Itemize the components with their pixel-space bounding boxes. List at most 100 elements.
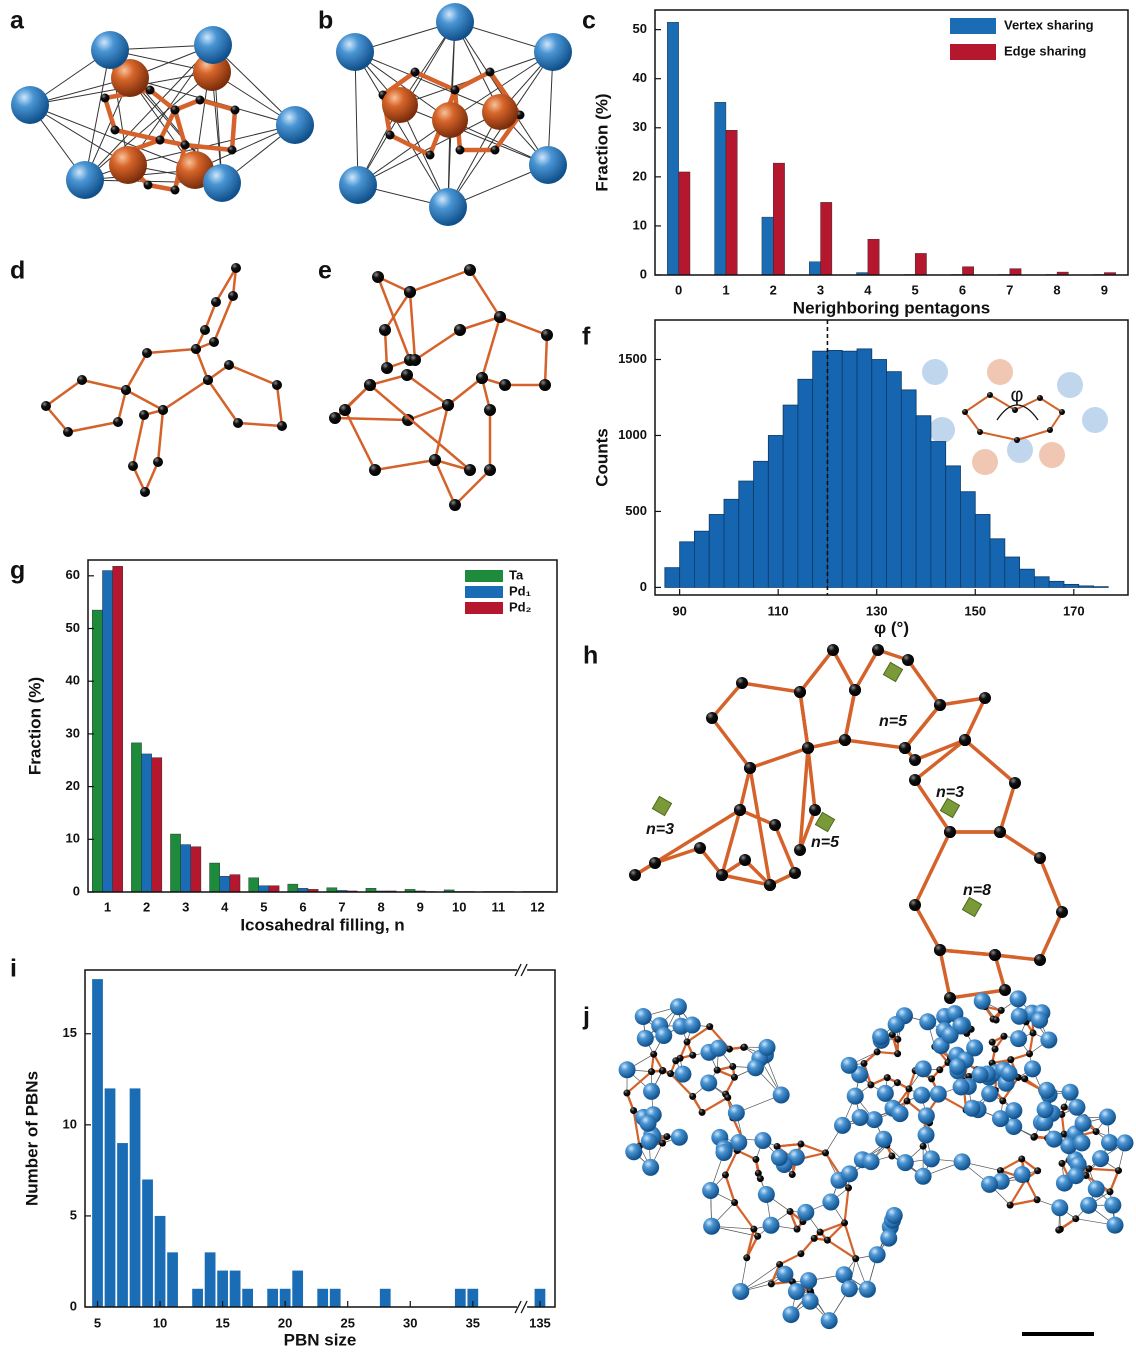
atom-dot [729, 1063, 736, 1070]
atom-dot [999, 984, 1011, 996]
atom-dot [539, 379, 551, 391]
bond [375, 460, 435, 470]
histogram-bar [842, 351, 857, 587]
bond [277, 385, 282, 426]
atom-blue [841, 1280, 858, 1297]
bar [288, 884, 298, 892]
atom-dot [494, 311, 506, 323]
atom-dot [451, 86, 460, 95]
y-tick-label: 20 [633, 168, 647, 183]
atom-dot [404, 286, 416, 298]
atom-blue [1092, 1150, 1109, 1167]
histogram-bar [694, 531, 709, 587]
atom-blue [1062, 1084, 1079, 1101]
bar [170, 834, 180, 892]
bar [105, 1088, 116, 1307]
atom-blue [930, 1086, 947, 1103]
atom-dot [936, 1066, 943, 1073]
atom-blue [643, 1083, 660, 1100]
y-tick-label: 50 [66, 620, 80, 635]
y-tick-label: 15 [63, 1025, 77, 1040]
atom-dot [894, 1079, 901, 1086]
atom-blue [1001, 1065, 1018, 1082]
atom-dot [994, 826, 1006, 838]
atom-dot [934, 944, 946, 956]
histogram-bar [990, 539, 1005, 588]
atom-dot [200, 325, 210, 335]
atom-dot [369, 464, 381, 476]
histogram-bar [724, 499, 739, 587]
bar [667, 22, 678, 275]
inset-atom [922, 359, 948, 385]
atom-dot [379, 324, 391, 336]
atom-blue [637, 1030, 654, 1047]
atom-blue [880, 1230, 897, 1247]
inset-atom [1082, 407, 1108, 433]
bond [115, 130, 160, 140]
atom-dot [739, 854, 751, 866]
bond [105, 98, 115, 130]
atom-blue [797, 1204, 814, 1221]
atom-dot [894, 1050, 901, 1057]
atom-dot [1030, 1134, 1037, 1141]
bar [230, 1271, 241, 1307]
atom-dot [1034, 954, 1046, 966]
annotation: n=5 [811, 834, 840, 851]
legend-label: Pd₂ [509, 599, 532, 614]
atom-blue [276, 106, 314, 144]
atom-dot [1009, 777, 1021, 789]
atom-blue [918, 1107, 935, 1124]
atom-blue [892, 1105, 909, 1122]
atom-dot [989, 949, 1001, 961]
atom-dot [171, 106, 180, 115]
atom-dot [899, 742, 911, 754]
panel-label: f [582, 323, 591, 351]
bar [380, 1289, 391, 1307]
bond [410, 292, 415, 360]
atom-dot [716, 869, 728, 881]
atom-blue [1068, 1099, 1085, 1116]
atom-dot [1030, 1030, 1037, 1037]
atom-dot [649, 857, 661, 869]
x-tick-label: 130 [866, 603, 888, 618]
bond [702, 1097, 728, 1112]
atom-blue [674, 1066, 691, 1083]
atom-dot [684, 1038, 691, 1045]
atom-blue [1040, 1032, 1057, 1049]
inset-label: φ [1011, 384, 1024, 406]
atom-dot [329, 412, 341, 424]
atom-blue [1038, 1082, 1055, 1099]
atom-blue [1031, 1012, 1048, 1029]
atom-dot [1115, 1167, 1122, 1174]
atom-blue [642, 1159, 659, 1176]
atom-blue [619, 1061, 636, 1078]
atom-dot [203, 375, 213, 385]
panel-label: h [583, 642, 598, 670]
atom-dot [491, 146, 500, 155]
histogram-bar [680, 542, 695, 588]
x-tick-label: 7 [1006, 282, 1013, 297]
bond [46, 380, 82, 406]
atom-dot [852, 1255, 859, 1262]
bond [1026, 1179, 1037, 1200]
atom-dot [1007, 1056, 1014, 1063]
bond [82, 380, 126, 390]
inset-atom [972, 449, 998, 475]
x-tick-label: 3 [182, 899, 189, 914]
atom-blue [732, 1283, 749, 1300]
bar [117, 1143, 128, 1307]
bond [915, 832, 950, 905]
atom-dot [277, 421, 287, 431]
atom-blue [841, 1165, 858, 1182]
atom-dot [464, 264, 476, 276]
atom-dot [209, 337, 219, 347]
bond [750, 748, 808, 768]
bond [355, 52, 500, 112]
y-tick-label: 10 [63, 1116, 77, 1131]
atom-dot [139, 410, 149, 420]
histogram-bar [1005, 557, 1020, 587]
bond [208, 380, 238, 423]
x-tick-label: 150 [964, 603, 986, 618]
x-axis-label: Nerighboring pentagons [793, 298, 990, 317]
atom-dot [909, 754, 921, 766]
